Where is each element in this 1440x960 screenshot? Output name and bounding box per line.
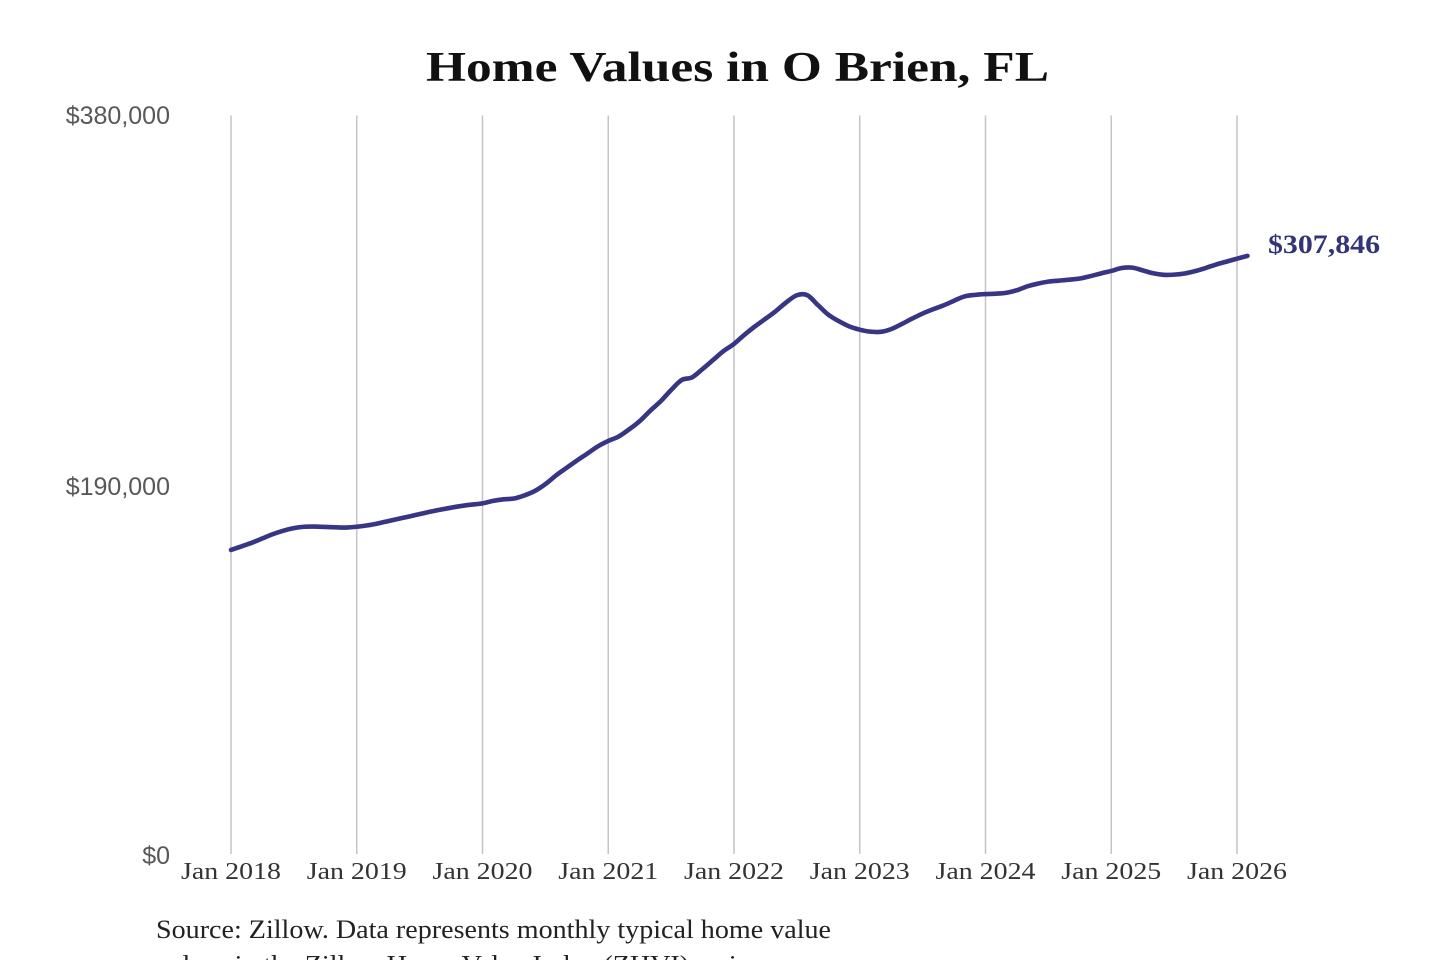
svg-text:Jan 2025: Jan 2025 xyxy=(1061,859,1161,885)
svg-text:Jan 2023: Jan 2023 xyxy=(810,859,910,885)
svg-text:Jan 2022: Jan 2022 xyxy=(684,859,784,885)
svg-text:Jan 2019: Jan 2019 xyxy=(307,859,407,885)
svg-text:$0: $0 xyxy=(142,842,170,870)
svg-text:Jan 2021: Jan 2021 xyxy=(558,859,658,885)
svg-text:Jan 2024: Jan 2024 xyxy=(936,859,1036,885)
svg-text:Jan 2026: Jan 2026 xyxy=(1187,859,1287,885)
svg-text:Jan 2020: Jan 2020 xyxy=(433,859,533,885)
svg-text:Home Values in O Brien, FL: Home Values in O Brien, FL xyxy=(426,45,1049,91)
svg-text:$190,000: $190,000 xyxy=(66,473,170,501)
svg-text:values in the Zillow Home Valu: values in the Zillow Home Value Index (Z… xyxy=(156,951,760,960)
svg-text:$307,846: $307,846 xyxy=(1268,230,1380,259)
svg-text:$380,000: $380,000 xyxy=(66,102,170,130)
svg-text:Source: Zillow. Data represent: Source: Zillow. Data represents monthly … xyxy=(156,915,831,944)
svg-text:Jan 2018: Jan 2018 xyxy=(181,859,281,885)
